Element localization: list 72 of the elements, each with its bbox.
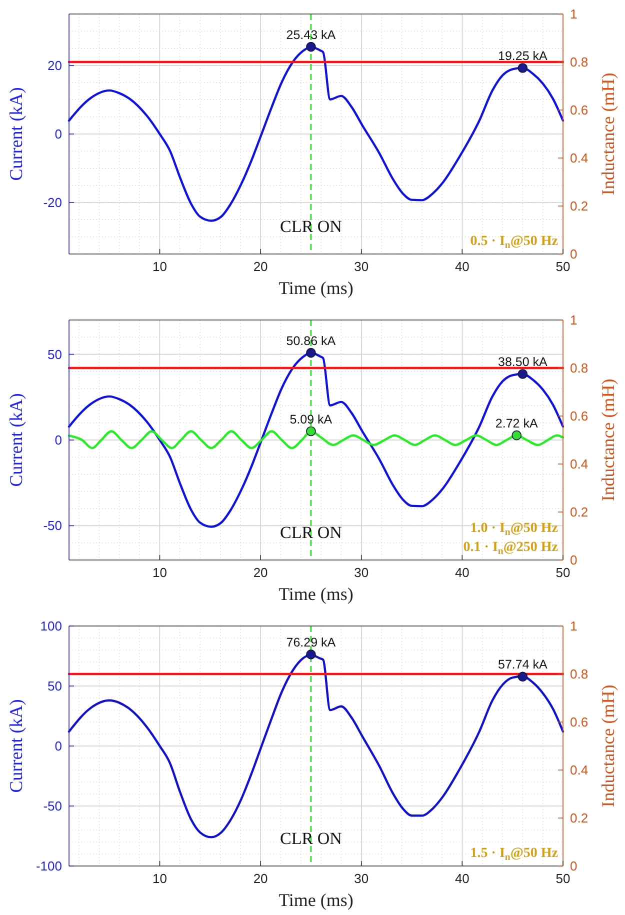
x-tick-label: 30 xyxy=(354,565,369,580)
data-label: 38.50 kA xyxy=(498,355,548,369)
y2-tick-label: 0.4 xyxy=(570,456,588,472)
x-axis-title: Time (ms) xyxy=(278,890,354,910)
y2-tick-label: 0.8 xyxy=(570,666,588,682)
y-tick-label: 0 xyxy=(54,126,62,142)
y-axis-title: Current (kA) xyxy=(6,87,26,181)
x-tick-label: 20 xyxy=(253,565,268,580)
point xyxy=(306,348,316,358)
y2-tick-label: 0.8 xyxy=(570,360,588,376)
x-tick-label: 50 xyxy=(556,565,570,580)
y-tick-label: 50 xyxy=(48,678,62,694)
x-tick-label: 40 xyxy=(454,871,470,886)
point xyxy=(306,426,316,436)
x-tick-label: 20 xyxy=(253,871,268,886)
x-tick-label: 30 xyxy=(354,259,369,274)
y2-tick-label: 0.4 xyxy=(570,150,588,166)
y-tick-label: -50 xyxy=(43,518,62,534)
y2-tick-label: 0.4 xyxy=(570,762,588,778)
data-label: 5.09 kA xyxy=(290,412,333,426)
data-label: 76.29 kA xyxy=(286,635,336,650)
y2-tick-label: 0.6 xyxy=(570,102,588,118)
y-axis-title: Current (kA) xyxy=(6,699,26,793)
data-label: 57.74 kA xyxy=(498,658,548,672)
ref-line-label: CLR ON xyxy=(280,829,342,848)
y-tick-label: -20 xyxy=(43,195,62,210)
y-tick-label: -50 xyxy=(43,798,62,814)
y2-tick-label: 0 xyxy=(570,552,578,568)
x-tick-label: 10 xyxy=(152,259,167,274)
y2-tick-label: 0.2 xyxy=(570,198,588,214)
y2-tick-label: 0 xyxy=(570,858,578,874)
y2-tick-label: 1 xyxy=(570,6,578,22)
y-tick-label: -100 xyxy=(36,858,62,874)
y2-tick-label: 0.6 xyxy=(570,408,588,424)
y2-axis-title: Inductance (mH) xyxy=(598,684,618,808)
x-tick-label: 20 xyxy=(253,259,268,274)
ref-line-label: CLR ON xyxy=(280,217,342,236)
x-tick-label: 10 xyxy=(152,871,167,886)
data-label: 19.25 kA xyxy=(498,49,548,63)
x-axis-title: Time (ms) xyxy=(278,584,354,604)
y-axis-title: Current (kA) xyxy=(6,393,26,487)
data-label: 25.43 kA xyxy=(286,28,336,42)
x-tick-label: 40 xyxy=(454,259,470,274)
y-tick-label: 0 xyxy=(54,738,62,754)
x-tick-label: 30 xyxy=(354,871,369,886)
y2-tick-label: 0.2 xyxy=(570,504,588,520)
y-tick-label: 50 xyxy=(48,346,62,362)
data-label: 50.86 kA xyxy=(286,334,336,348)
annotation: 0.1 · I$_{n}$@250 Hz xyxy=(463,540,558,557)
y2-tick-label: 0.6 xyxy=(570,714,588,730)
point xyxy=(512,430,522,440)
point xyxy=(518,369,528,379)
annotation: 0.5 · I$_{n}$@50 Hz xyxy=(470,234,558,251)
x-tick-label: 40 xyxy=(454,565,470,580)
x-tick-label: 50 xyxy=(556,259,570,274)
y2-tick-label: 1 xyxy=(570,312,578,328)
y2-tick-label: 0 xyxy=(570,246,578,262)
y2-tick-label: 0.2 xyxy=(570,810,588,826)
ref-line-label: CLR ON xyxy=(280,523,342,542)
y2-axis-title: Inductance (mH) xyxy=(598,378,618,502)
y-tick-label: 20 xyxy=(48,58,62,73)
annotation: 1.5 · I$_{n}$@50 Hz xyxy=(470,846,558,863)
x-tick-label: 50 xyxy=(556,871,570,886)
y-tick-label: 100 xyxy=(40,618,62,634)
y-tick-label: 0 xyxy=(54,432,62,448)
y2-axis-title: Inductance (mH) xyxy=(598,72,618,196)
x-axis-title: Time (ms) xyxy=(278,278,354,298)
x-tick-label: 10 xyxy=(152,565,167,580)
y2-tick-label: 1 xyxy=(570,618,578,634)
y2-tick-label: 0.8 xyxy=(570,54,588,70)
data-label: 2.72 kA xyxy=(495,416,538,430)
annotation: 1.0 · I$_{n}$@50 Hz xyxy=(470,521,558,538)
